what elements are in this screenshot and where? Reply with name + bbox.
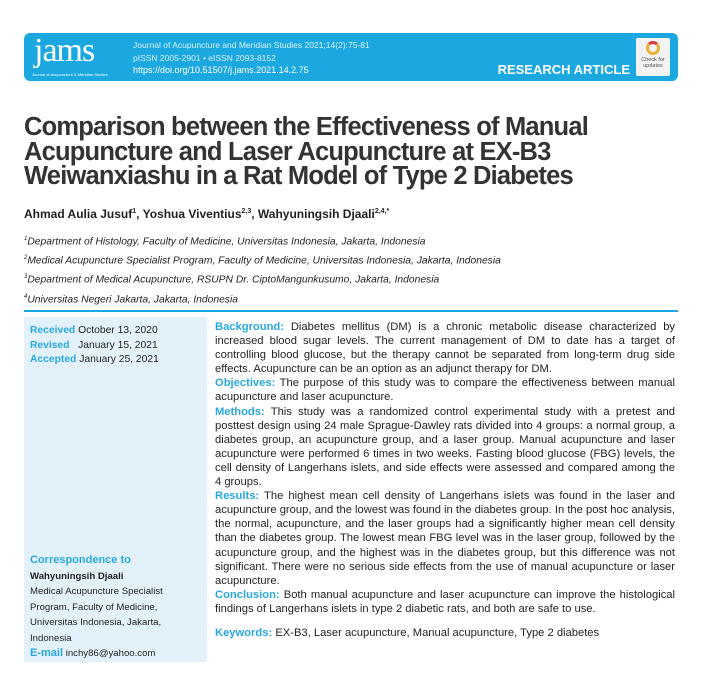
- revised-label: Revised: [30, 339, 70, 351]
- author-sup: 2,3: [241, 207, 252, 215]
- author: Wahyuningsih Djaali: [257, 206, 375, 221]
- received-label: Received: [30, 325, 76, 336]
- front-matter: Comparison between the Effectiveness of …: [24, 113, 678, 309]
- abstract-results: Results: The highest mean cell density o…: [215, 490, 675, 587]
- corresponding-author: Wahyuningsih Djaali: [30, 570, 124, 582]
- check-updates-label: Check for updates: [641, 57, 665, 69]
- author: Ahmad Aulia Jusuf: [24, 206, 133, 221]
- author-list: Ahmad Aulia Jusuf1, Yoshua Viventius2,3,…: [24, 206, 390, 221]
- received-date: October 13, 2020: [78, 325, 158, 336]
- author: Yoshua Viventius: [142, 206, 242, 221]
- affiliation: 3Department of Medical Acupuncture, RSUP…: [24, 274, 440, 286]
- accepted-label: Accepted: [30, 354, 77, 365]
- affiliation: 1Department of Histology, Faculty of Med…: [24, 235, 426, 247]
- crossmark-icon: [646, 41, 660, 55]
- abstract-conclusion: Conclusion: Both manual acupuncture and …: [215, 588, 675, 615]
- correspondence-label: Correspondence to: [30, 554, 131, 566]
- revised-date: January 15, 2021: [78, 339, 158, 351]
- check-for-updates-button[interactable]: Check for updates: [636, 38, 670, 76]
- abstract: Background: Diabetes mellitus (DM) is a …: [215, 320, 675, 640]
- affiliation: 2Medical Acupuncture Specialist Program,…: [24, 254, 501, 267]
- affiliations: 1Department of Histology, Faculty of Med…: [24, 231, 678, 309]
- article-title: Comparison between the Effectiveness of …: [24, 113, 589, 190]
- divider: [24, 310, 678, 312]
- article-dates: Received October 13, 2020 Revised Januar…: [30, 324, 159, 368]
- email-link[interactable]: inchy86@yahoo.com: [65, 648, 156, 659]
- article-type: RESEARCH ARTICLE: [497, 62, 630, 77]
- keywords: Keywords: EX-B3, Laser acupuncture, Manu…: [215, 626, 600, 639]
- abstract-objectives: Objectives: The purpose of this study wa…: [215, 377, 676, 404]
- journal-meta: Journal of Acupuncture and Meridian Stud…: [133, 39, 370, 77]
- issn: pISSN 2005-2901 • eISSN 2093-8152: [133, 52, 276, 63]
- article-info-panel: Received October 13, 2020 Revised Januar…: [24, 317, 207, 662]
- journal-header: jams Journal of Acupuncture & Meridian S…: [24, 33, 678, 81]
- abstract-methods: Methods: This study was a randomized con…: [215, 405, 676, 489]
- corresponding-address: Medical Acupuncture Specialist Program, …: [30, 586, 163, 644]
- journal-logo: jams: [34, 32, 95, 69]
- author-sup: 1: [132, 207, 137, 215]
- journal-citation: Journal of Acupuncture and Meridian Stud…: [133, 40, 370, 50]
- affiliation: 4Universitas Negeri Jakarta, Jakarta, In…: [24, 293, 238, 306]
- accepted-date: January 25, 2021: [79, 354, 159, 365]
- abstract-background: Background: Diabetes mellitus (DM) is a …: [215, 321, 676, 376]
- email-label: E-mail: [30, 647, 64, 659]
- author-sup: 2,4,*: [374, 207, 390, 215]
- doi-link[interactable]: https://doi.org/10.51507/j.jams.2021.14.…: [133, 65, 309, 75]
- logo-subtitle: Journal of Acupuncture & Meridian Studie…: [32, 72, 108, 77]
- correspondence: Correspondence to Wahyuningsih Djaali Me…: [30, 553, 202, 662]
